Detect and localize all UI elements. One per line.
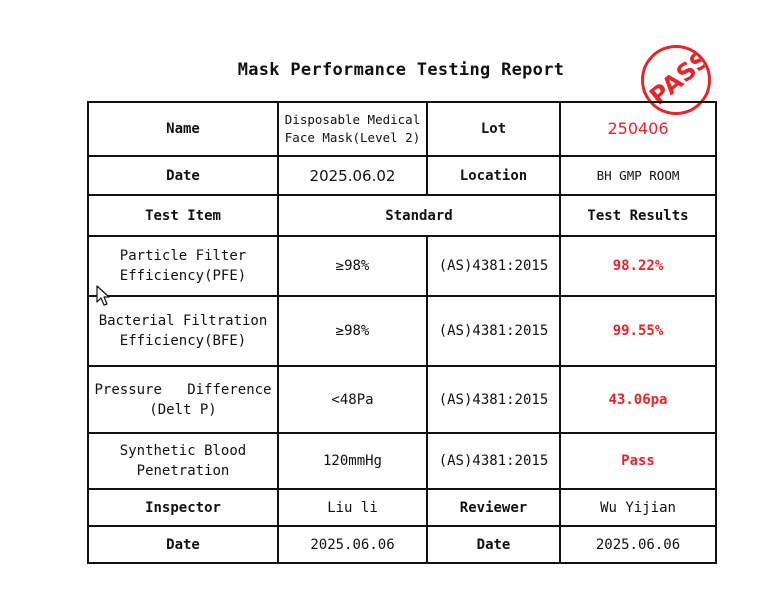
result-bfe: 99.55% [559, 295, 717, 367]
lot-value: 250406 [559, 101, 717, 157]
table-row: Pressure Difference (Delt P) <48Pa (AS)4… [87, 365, 717, 434]
table-row: Name Disposable Medical Face Mask(Level … [87, 101, 717, 157]
inspection-date-label: Date [87, 525, 279, 564]
report-table: Name Disposable Medical Face Mask(Level … [87, 101, 717, 564]
name-label: Name [87, 101, 279, 157]
result-pressure: 43.06pa [559, 365, 717, 434]
test-item-pfe: Particle Filter Efficiency(PFE) [87, 235, 279, 297]
table-row: Bacterial Filtration Efficiency(BFE) ≥98… [87, 295, 717, 367]
lot-label: Lot [426, 101, 561, 157]
standard-pfe: (AS)4381:2015 [426, 235, 561, 297]
inspection-date-value: 2025.06.06 [277, 525, 428, 564]
requirement-pfe: ≥98% [277, 235, 428, 297]
inspector-label: Inspector [87, 488, 279, 527]
test-item-blood: Synthetic Blood Penetration [87, 432, 279, 490]
report-title: Mask Performance Testing Report [237, 60, 565, 80]
table-row: Inspector Liu li Reviewer Wu Yijian [87, 488, 717, 527]
test-item-line1: Pressure Difference [94, 381, 272, 398]
result-pfe: 98.22% [559, 235, 717, 297]
table-row: Test Item Standard Test Results [87, 194, 717, 237]
review-date-value: 2025.06.06 [559, 525, 717, 564]
name-value-line2: Face Mask(Level 2) [284, 130, 421, 145]
test-item-line1: Bacterial Filtration [98, 313, 268, 329]
table-row: Particle Filter Efficiency(PFE) ≥98% (AS… [87, 235, 717, 297]
test-item-line2: Efficiency(BFE) [119, 333, 247, 349]
location-label: Location [426, 155, 561, 196]
review-date-label: Date [426, 525, 561, 564]
table-row: Date 2025.06.02 Location BH GMP ROOM [87, 155, 717, 196]
test-item-line1: Particle Filter [119, 248, 247, 264]
table-row: Synthetic Blood Penetration 120mmHg (AS)… [87, 432, 717, 490]
standard-blood: (AS)4381:2015 [426, 432, 561, 490]
test-item-line2: Penetration [136, 463, 230, 479]
table-row: Date 2025.06.06 Date 2025.06.06 [87, 525, 717, 564]
arrow-cursor-icon [96, 285, 110, 306]
test-item-pressure: Pressure Difference (Delt P) [87, 365, 279, 434]
inspector-value: Liu li [277, 488, 428, 527]
test-item-line2: (Delt P) [149, 401, 217, 418]
reviewer-label: Reviewer [426, 488, 561, 527]
test-item-bfe: Bacterial Filtration Efficiency(BFE) [87, 295, 279, 367]
requirement-pressure: <48Pa [277, 365, 428, 434]
result-blood: Pass [559, 432, 717, 490]
standard-pressure: (AS)4381:2015 [426, 365, 561, 434]
date-label: Date [87, 155, 279, 196]
test-results-header: Test Results [559, 194, 717, 237]
location-value: BH GMP ROOM [559, 155, 717, 196]
standard-header: Standard [277, 194, 561, 237]
requirement-blood: 120mmHg [277, 432, 428, 490]
date-value: 2025.06.02 [277, 155, 428, 196]
requirement-bfe: ≥98% [277, 295, 428, 367]
test-item-line2: Efficiency(PFE) [119, 268, 247, 284]
test-item-line1: Synthetic Blood [119, 443, 247, 459]
name-value: Disposable Medical Face Mask(Level 2) [277, 101, 428, 157]
standard-bfe: (AS)4381:2015 [426, 295, 561, 367]
test-item-header: Test Item [87, 194, 279, 237]
reviewer-value: Wu Yijian [559, 488, 717, 527]
name-value-line1: Disposable Medical [284, 112, 421, 127]
